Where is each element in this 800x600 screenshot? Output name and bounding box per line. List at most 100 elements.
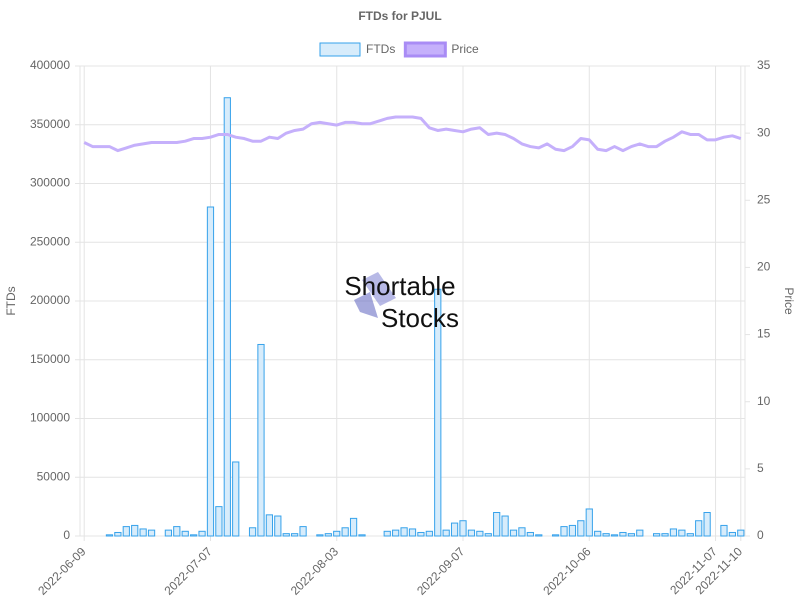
- watermark-logo: [354, 292, 378, 318]
- bar: [248, 527, 257, 537]
- bar: [349, 517, 358, 537]
- price-line: [83, 115, 742, 153]
- bar: [147, 529, 156, 537]
- bar: [392, 529, 400, 537]
- y-tick-label: 300000: [30, 176, 70, 190]
- bar: [610, 534, 619, 537]
- bar: [535, 534, 543, 537]
- bar: [669, 528, 678, 537]
- watermark-text: Stocks: [381, 303, 459, 333]
- y2-tick-label: 25: [757, 192, 771, 206]
- bar: [450, 522, 459, 537]
- bar: [560, 526, 568, 537]
- x-tick-label: 2022-08-03: [288, 544, 342, 598]
- bar: [442, 529, 450, 537]
- bar: [417, 531, 425, 537]
- bar: [551, 534, 560, 537]
- watermark-text: Shortable: [344, 271, 455, 301]
- y-tick-label: 200000: [30, 293, 70, 307]
- bar: [703, 512, 711, 537]
- y2-tick-label: 15: [757, 327, 771, 341]
- y-axis-title: FTDs: [4, 286, 18, 315]
- bar: [206, 206, 215, 537]
- bar: [434, 288, 442, 537]
- bar: [501, 515, 509, 537]
- grid: [75, 65, 745, 541]
- y-tick-label: 50000: [37, 469, 71, 483]
- bar: [518, 527, 526, 537]
- bar: [594, 530, 602, 537]
- y-tick-label: 150000: [30, 352, 70, 366]
- bar: [695, 520, 703, 537]
- y2-tick-label: 0: [757, 528, 764, 542]
- bar: [619, 531, 627, 537]
- bar: [509, 529, 518, 537]
- bar: [400, 527, 408, 537]
- legend-label: Price: [451, 42, 479, 56]
- bar: [720, 524, 728, 537]
- bar: [257, 343, 265, 537]
- y-tick-label: 0: [63, 528, 70, 542]
- bar: [425, 530, 433, 537]
- bar: [114, 531, 122, 537]
- bar: [408, 528, 417, 537]
- bar: [661, 533, 669, 537]
- bar: [526, 531, 534, 537]
- bar: [223, 97, 231, 537]
- bar: [232, 461, 240, 537]
- bar: [636, 529, 644, 537]
- bar: [602, 533, 610, 537]
- y-tick-label: 100000: [30, 411, 70, 425]
- bar: [341, 527, 349, 537]
- bar: [585, 508, 593, 537]
- bar: [476, 530, 484, 537]
- bar: [686, 533, 694, 537]
- x-tick-label: 2022-07-07: [162, 544, 216, 598]
- legend: FTDs Price: [319, 41, 479, 58]
- bar: [181, 530, 189, 537]
- bar: [198, 530, 206, 537]
- bar: [131, 524, 139, 537]
- bar: [324, 533, 332, 537]
- bar: [467, 529, 476, 537]
- y2-tick-label: 35: [757, 58, 771, 72]
- bar: [459, 520, 467, 537]
- bar: [299, 526, 307, 537]
- x-tick-label: 2022-06-09: [35, 544, 89, 598]
- x-tick-label: 2022-09-07: [414, 544, 468, 598]
- bar: [265, 514, 274, 537]
- bar: [627, 533, 635, 537]
- watermark: Shortable Stocks: [344, 271, 459, 333]
- bar: [173, 526, 181, 537]
- bar: [274, 515, 282, 537]
- y2-tick-label: 20: [757, 260, 771, 274]
- bar: [484, 533, 492, 537]
- bar: [105, 534, 114, 537]
- chart-title: FTDs for PJUL: [358, 9, 441, 23]
- bar: [291, 533, 299, 537]
- bar: [215, 506, 223, 537]
- bar: [737, 529, 745, 537]
- y2-tick-label: 5: [757, 461, 764, 475]
- y-tick-label: 350000: [30, 117, 70, 131]
- bar: [282, 533, 290, 537]
- bar: [333, 530, 341, 537]
- bar: [678, 529, 686, 537]
- bar: [122, 526, 130, 537]
- bar: [493, 512, 501, 537]
- y2-tick-label: 10: [757, 394, 771, 408]
- bar: [316, 534, 324, 537]
- y2-tick-label: 30: [757, 125, 771, 139]
- bar: [139, 528, 147, 537]
- bar: [568, 524, 577, 537]
- legend-swatch: [319, 42, 361, 57]
- x-tick-label: 2022-10-06: [540, 544, 594, 598]
- bar: [190, 534, 198, 537]
- bar: [383, 530, 391, 537]
- y-tick-label: 400000: [30, 58, 70, 72]
- watermark-logo: [362, 272, 396, 306]
- bar: [652, 533, 661, 537]
- bar: [577, 520, 585, 537]
